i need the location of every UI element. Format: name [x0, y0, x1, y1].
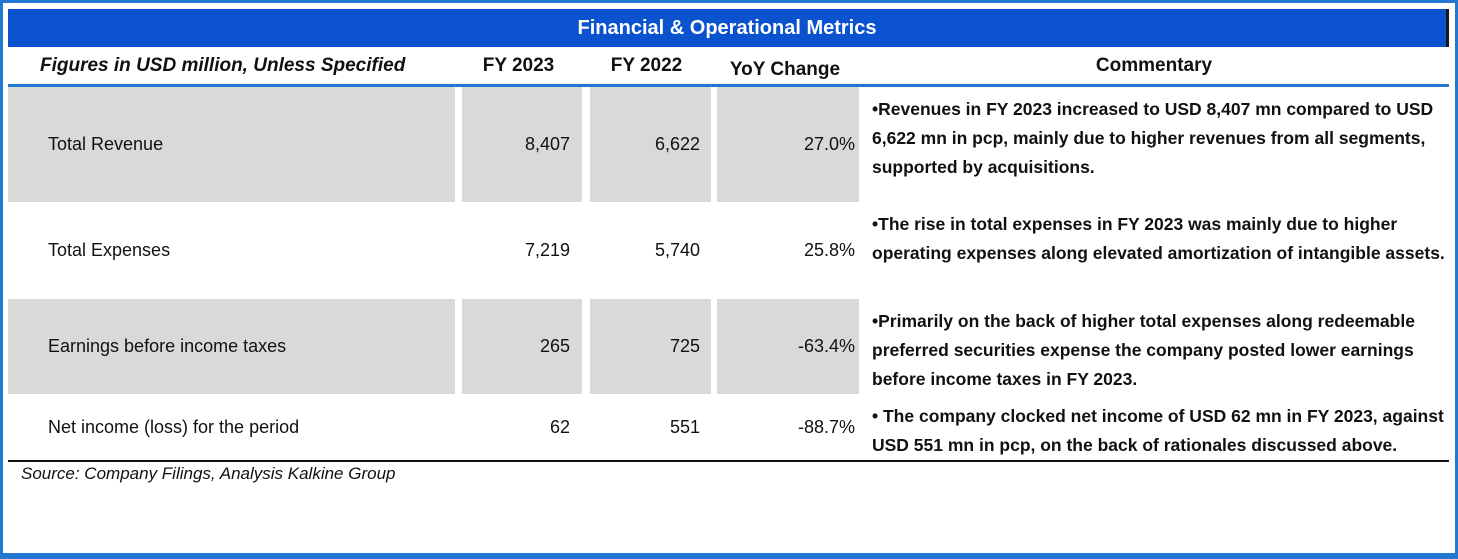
table-row-total-revenue: Total Revenue 8,407 6,622 27.0% •Revenue… [8, 87, 1449, 202]
table-title: Financial & Operational Metrics [577, 16, 877, 39]
yoy-value: -88.7% [711, 394, 859, 460]
metric-label: Earnings before income taxes [8, 299, 455, 394]
yoy-value: -63.4% [711, 299, 859, 394]
table-row-earnings-before-taxes: Earnings before income taxes 265 725 -63… [8, 299, 1449, 394]
header-figures-label: Figures in USD million, Unless Specified [40, 54, 406, 76]
metric-label: Net income (loss) for the period [8, 394, 455, 460]
yoy-value: 27.0% [711, 87, 859, 202]
fy2023-value: 62 [455, 394, 582, 460]
table-header-row: Figures in USD million, Unless Specified… [8, 47, 1449, 87]
metric-label: Total Revenue [8, 87, 455, 202]
source-note: Source: Company Filings, Analysis Kalkin… [21, 464, 396, 483]
table-row-total-expenses: Total Expenses 7,219 5,740 25.8% •The ri… [8, 202, 1449, 299]
header-fy2022: FY 2022 [610, 54, 683, 76]
source-note-row: Source: Company Filings, Analysis Kalkin… [8, 460, 1449, 486]
table-row-net-income: Net income (loss) for the period 62 551 … [8, 394, 1449, 460]
yoy-value: 25.8% [711, 202, 859, 299]
commentary-text: •Primarily on the back of higher total e… [859, 299, 1449, 394]
fy2022-value: 5,740 [582, 202, 711, 299]
fy2022-value: 725 [582, 299, 711, 394]
fy2023-value: 265 [455, 299, 582, 394]
fy2022-value: 551 [582, 394, 711, 460]
commentary-text: • The company clocked net income of USD … [859, 394, 1449, 460]
header-fy2023: FY 2023 [482, 54, 555, 76]
header-yoy-change: YoY Change [729, 59, 841, 80]
fy2023-value: 7,219 [455, 202, 582, 299]
commentary-text: •The rise in total expenses in FY 2023 w… [859, 202, 1449, 299]
table-title-bar: Financial & Operational Metrics [8, 9, 1449, 47]
fy2022-value: 6,622 [582, 87, 711, 202]
commentary-text: •Revenues in FY 2023 increased to USD 8,… [859, 87, 1449, 202]
fy2023-value: 8,407 [455, 87, 582, 202]
metric-label: Total Expenses [8, 202, 455, 299]
header-commentary: Commentary [1095, 54, 1213, 76]
